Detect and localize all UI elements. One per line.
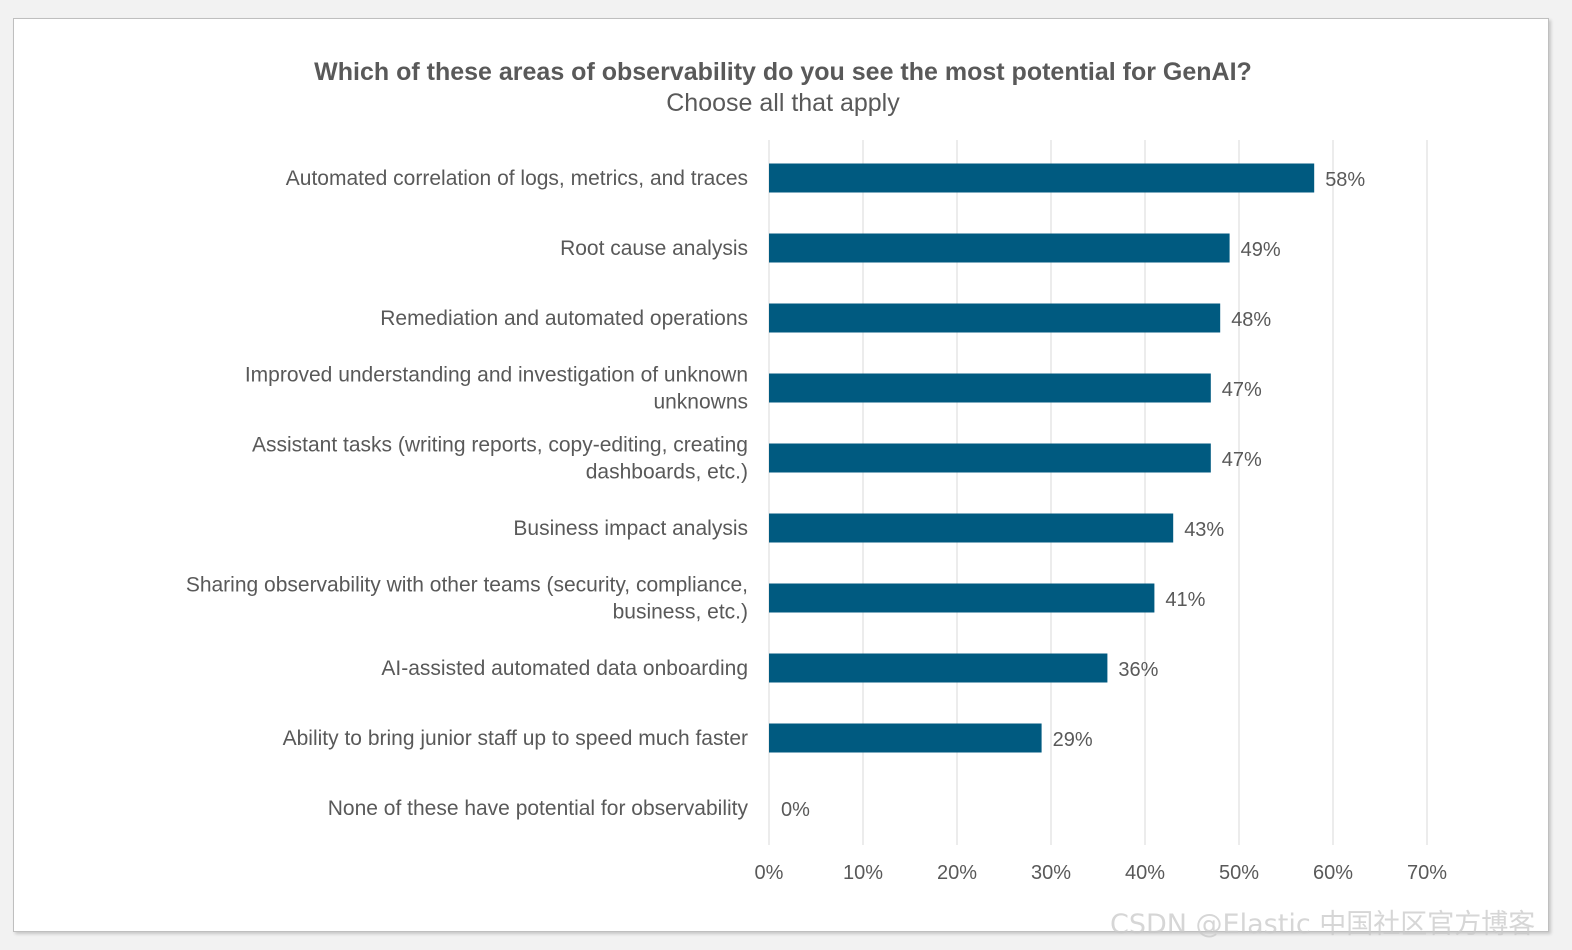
x-tick-label: 60%: [1313, 862, 1353, 884]
data-label: 48%: [1231, 309, 1271, 331]
category-label-line: Root cause analysis: [560, 237, 748, 260]
category-label-line: Assistant tasks (writing reports, copy-e…: [252, 434, 748, 457]
category-label: Improved understanding and investigation…: [245, 364, 748, 414]
x-tick-label: 70%: [1407, 862, 1447, 884]
bar: [769, 513, 1174, 543]
data-label: 43%: [1184, 519, 1224, 541]
watermark: CSDN @Elastic 中国社区官方博客: [1110, 909, 1536, 940]
bar: [769, 723, 1042, 753]
data-label: 0%: [781, 799, 810, 821]
x-tick-label: 0%: [755, 862, 784, 884]
category-label: None of these have potential for observa…: [328, 797, 749, 820]
category-label-line: dashboards, etc.): [586, 461, 748, 484]
category-label-line: Automated correlation of logs, metrics, …: [286, 167, 748, 190]
category-label-line: None of these have potential for observa…: [328, 797, 749, 820]
x-tick-label: 40%: [1125, 862, 1165, 884]
category-label: AI-assisted automated data onboarding: [381, 657, 748, 680]
category-label: Remediation and automated operations: [380, 307, 748, 330]
data-label: 58%: [1325, 169, 1365, 191]
category-label: Ability to bring junior staff up to spee…: [283, 727, 748, 750]
x-tick-label: 10%: [843, 862, 883, 884]
data-label: 36%: [1118, 659, 1158, 681]
bar: [769, 443, 1211, 473]
category-label-line: Improved understanding and investigation…: [245, 364, 748, 387]
data-label: 47%: [1222, 449, 1262, 471]
data-label: 47%: [1222, 379, 1262, 401]
x-tick-label: 20%: [937, 862, 977, 884]
bar: [769, 373, 1211, 403]
category-label-line: AI-assisted automated data onboarding: [381, 657, 748, 680]
category-label-line: business, etc.): [613, 601, 748, 624]
category-label: Assistant tasks (writing reports, copy-e…: [252, 434, 748, 484]
data-label: 41%: [1165, 589, 1205, 611]
category-labels: Automated correlation of logs, metrics, …: [186, 167, 749, 820]
category-label-line: Sharing observability with other teams (…: [186, 574, 748, 597]
chart-subtitle: Choose all that apply: [666, 89, 900, 117]
bar: [769, 163, 1315, 193]
category-label: Sharing observability with other teams (…: [186, 574, 748, 624]
category-label-line: Business impact analysis: [513, 517, 748, 540]
bar: [769, 233, 1230, 263]
x-axis-ticks: 0% 10% 20% 30% 40% 50% 60% 70%: [755, 862, 1448, 884]
category-label: Business impact analysis: [513, 517, 748, 540]
bars: 58% 49% 48% 47% 47% 43% 41% 36% 29% 0%: [769, 163, 1365, 821]
data-label: 49%: [1241, 239, 1281, 261]
bar: [769, 583, 1155, 613]
category-label-line: unknowns: [653, 391, 748, 414]
category-label: Automated correlation of logs, metrics, …: [286, 167, 748, 190]
x-tick-label: 50%: [1219, 862, 1259, 884]
chart-title: Which of these areas of observability do…: [314, 58, 1252, 86]
data-label: 29%: [1053, 729, 1093, 751]
category-label-line: Ability to bring junior staff up to spee…: [283, 727, 748, 750]
bar: [769, 653, 1108, 683]
x-tick-label: 30%: [1031, 862, 1071, 884]
category-label: Root cause analysis: [560, 237, 748, 260]
bar: [769, 303, 1221, 333]
category-label-line: Remediation and automated operations: [380, 307, 748, 330]
